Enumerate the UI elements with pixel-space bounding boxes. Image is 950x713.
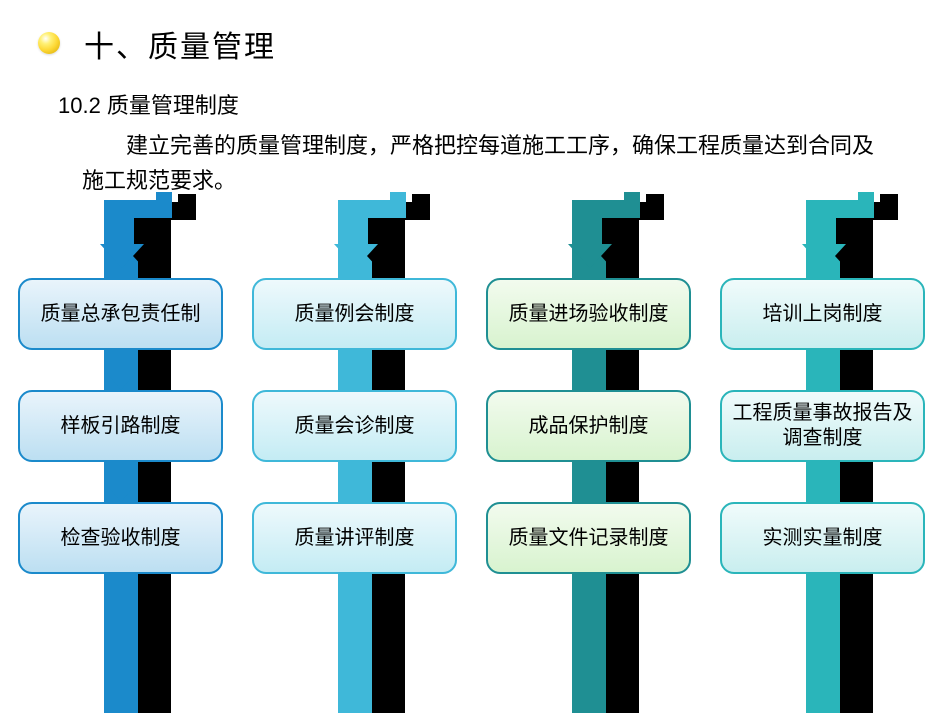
flow-diagram: 质量总承包责任制样板引路制度检查验收制度质量例会制度质量会诊制度质量讲评制度质量… bbox=[0, 0, 950, 713]
system-box: 质量例会制度 bbox=[252, 278, 457, 350]
column-4: 培训上岗制度工程质量事故报告及调查制度实测实量制度 bbox=[720, 200, 925, 713]
entry-arrow-icon bbox=[310, 192, 430, 272]
down-arrow-icon bbox=[574, 356, 604, 392]
system-box: 检查验收制度 bbox=[18, 502, 223, 574]
system-box: 质量讲评制度 bbox=[252, 502, 457, 574]
entry-arrow-icon bbox=[778, 192, 898, 272]
system-box: 工程质量事故报告及调查制度 bbox=[720, 390, 925, 462]
system-box: 质量进场验收制度 bbox=[486, 278, 691, 350]
system-box: 成品保护制度 bbox=[486, 390, 691, 462]
column-3: 质量进场验收制度成品保护制度质量文件记录制度 bbox=[486, 200, 691, 713]
system-box: 质量会诊制度 bbox=[252, 390, 457, 462]
down-arrow-icon bbox=[106, 468, 136, 504]
down-arrow-icon bbox=[808, 468, 838, 504]
entry-arrow-icon bbox=[76, 192, 196, 272]
system-box: 培训上岗制度 bbox=[720, 278, 925, 350]
down-arrow-icon bbox=[574, 468, 604, 504]
entry-arrow-icon bbox=[544, 192, 664, 272]
system-box: 质量总承包责任制 bbox=[18, 278, 223, 350]
down-arrow-icon bbox=[808, 356, 838, 392]
down-arrow-icon bbox=[340, 468, 370, 504]
column-1: 质量总承包责任制样板引路制度检查验收制度 bbox=[18, 200, 223, 713]
system-box: 质量文件记录制度 bbox=[486, 502, 691, 574]
down-arrow-icon bbox=[106, 356, 136, 392]
system-box: 实测实量制度 bbox=[720, 502, 925, 574]
system-box: 样板引路制度 bbox=[18, 390, 223, 462]
slide-page: 十、质量管理 10.2 质量管理制度 建立完善的质量管理制度，严格把控每道施工工… bbox=[0, 0, 950, 713]
column-2: 质量例会制度质量会诊制度质量讲评制度 bbox=[252, 200, 457, 713]
down-arrow-icon bbox=[340, 356, 370, 392]
